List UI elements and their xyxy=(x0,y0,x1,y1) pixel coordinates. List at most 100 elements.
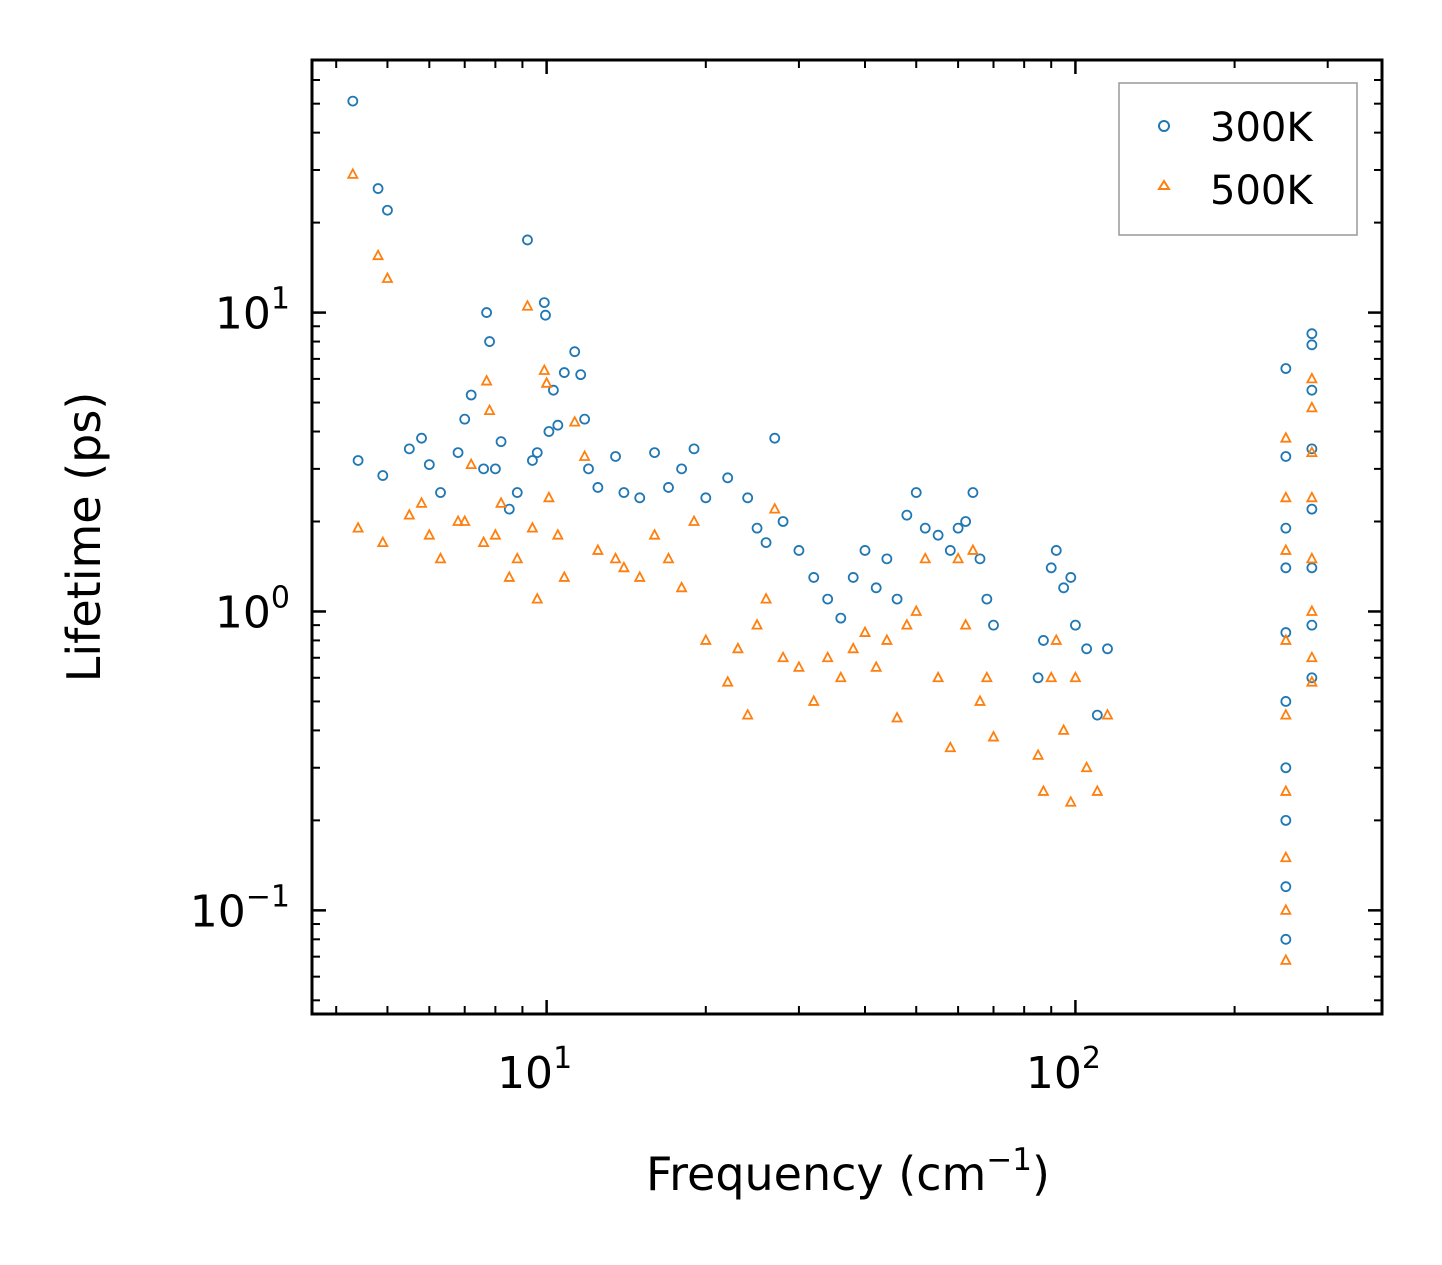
data-point-500k xyxy=(617,560,630,573)
x-tick-labels: 101 102 xyxy=(497,1041,1101,1099)
data-point-300k xyxy=(967,487,979,498)
data-point-500k xyxy=(1305,371,1318,384)
data-point-300k xyxy=(452,447,464,459)
data-point-500k xyxy=(1279,784,1292,796)
data-point-500k xyxy=(959,618,972,630)
legend-label-300k: 300K xyxy=(1210,105,1314,151)
data-point-300k xyxy=(1306,443,1318,455)
data-point-500k xyxy=(1279,490,1292,503)
data-point-300k xyxy=(1038,635,1049,646)
data-point-300k xyxy=(1081,643,1093,655)
data-point-500k xyxy=(1279,850,1292,863)
data-point-500k xyxy=(910,604,923,616)
data-point-300k xyxy=(416,432,427,444)
data-point-300k xyxy=(372,183,384,194)
plot-frame xyxy=(310,58,1384,1016)
data-point-500k xyxy=(821,650,834,663)
data-point-300k xyxy=(1306,384,1318,396)
data-point-500k xyxy=(1069,670,1082,683)
data-point-300k xyxy=(1280,762,1292,774)
data-point-300k xyxy=(382,204,393,216)
data-point-300k xyxy=(760,537,772,548)
data-point-300k xyxy=(1306,328,1318,340)
data-point-500k xyxy=(1064,795,1077,807)
data-point-300k xyxy=(503,503,515,515)
data-point-500k xyxy=(521,299,534,311)
data-point-500k xyxy=(415,496,428,508)
data-point-500k xyxy=(662,551,675,564)
data-point-500k xyxy=(966,543,979,555)
data-point-300k xyxy=(522,234,533,246)
data-point-500k xyxy=(751,618,764,630)
data-point-500k xyxy=(834,670,847,683)
data-point-300k xyxy=(527,455,538,466)
y-tick-labels: 10−1 100 101 xyxy=(190,282,290,938)
data-point-300k xyxy=(1070,619,1081,631)
data-point-500k xyxy=(511,551,524,564)
y-tick-label: 101 xyxy=(215,282,290,340)
data-point-300k xyxy=(777,516,789,527)
data-point-300k xyxy=(1306,619,1318,631)
data-point-300k xyxy=(952,522,964,534)
data-point-500k xyxy=(1279,903,1292,915)
data-point-300k xyxy=(478,463,489,475)
data-point-300k xyxy=(347,95,359,107)
data-point-500k xyxy=(434,551,447,564)
data-point-500k xyxy=(1050,633,1063,645)
data-point-500k xyxy=(721,675,734,687)
data-point-500k xyxy=(880,633,893,645)
y-axis-label: Lifetime (ps) xyxy=(57,392,111,683)
data-point-300k xyxy=(531,447,543,459)
data-point-500k xyxy=(558,570,571,582)
data-point-500k xyxy=(1279,708,1292,720)
data-point-300k xyxy=(1306,503,1318,515)
data-point-500k xyxy=(346,167,359,179)
x-tick-label: 102 xyxy=(1026,1041,1101,1099)
data-point-500k xyxy=(1305,675,1318,687)
data-point-500k xyxy=(699,633,712,645)
data-point-300k xyxy=(481,307,493,318)
data-point-500k xyxy=(1305,445,1318,458)
x-axis-label: Frequency (cm−1) xyxy=(646,1142,1050,1201)
data-point-300k xyxy=(1280,696,1292,707)
data-point-300k xyxy=(769,432,781,444)
data-point-300k xyxy=(552,419,564,431)
data-point-300k xyxy=(1280,562,1292,574)
data-point-500k xyxy=(591,543,604,555)
legend-marker-500k xyxy=(1157,179,1171,190)
legend-label-500k: 500K xyxy=(1210,168,1314,214)
data-point-500k xyxy=(987,730,1000,742)
data-point-300k xyxy=(847,572,859,583)
data-point-300k xyxy=(793,545,805,556)
data-point-500k xyxy=(352,521,365,533)
data-point-300k xyxy=(988,619,999,631)
x-axis-label-tail: ) xyxy=(1032,1147,1050,1201)
data-point-300k xyxy=(881,553,893,565)
legend-marker-300k xyxy=(1158,120,1170,132)
data-point-300k xyxy=(835,612,847,624)
data-point-300k xyxy=(944,545,956,556)
series-500k xyxy=(346,167,1318,965)
data-point-500k xyxy=(1305,490,1318,503)
data-point-300k xyxy=(1065,572,1077,583)
data-point-500k xyxy=(1305,551,1318,564)
data-point-300k xyxy=(403,443,415,455)
x-tick-label: 101 xyxy=(497,1041,572,1099)
data-point-300k xyxy=(575,369,587,381)
data-point-300k xyxy=(352,455,364,466)
data-point-500k xyxy=(1279,543,1292,555)
data-point-500k xyxy=(403,508,416,520)
data-point-300k xyxy=(891,593,903,605)
data-point-300k xyxy=(1280,933,1292,945)
data-point-300k xyxy=(618,487,630,498)
data-point-300k xyxy=(592,482,604,493)
data-point-500k xyxy=(760,592,773,604)
data-point-500k xyxy=(768,502,781,514)
data-point-500k xyxy=(944,740,957,753)
data-point-500k xyxy=(503,570,516,582)
data-point-300k xyxy=(634,492,646,504)
data-point-300k xyxy=(495,436,507,448)
data-point-300k xyxy=(1102,643,1113,655)
data-point-500k xyxy=(578,449,591,461)
data-point-500k xyxy=(777,650,790,663)
